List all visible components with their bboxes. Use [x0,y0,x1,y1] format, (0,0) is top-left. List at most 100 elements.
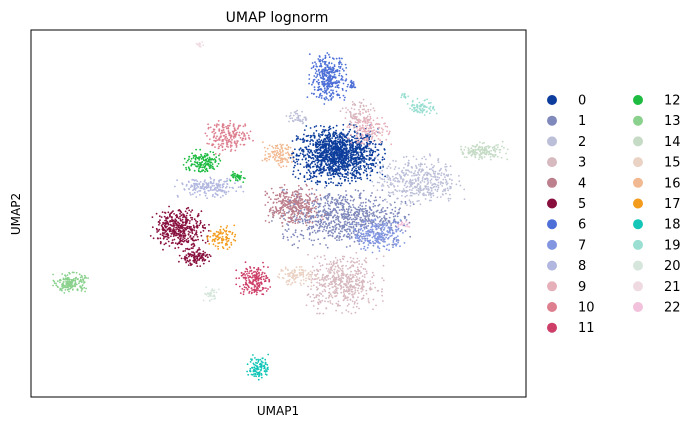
data-point [289,217,292,219]
data-point [357,171,360,174]
data-point [267,201,269,204]
data-point [287,220,290,223]
data-point [388,216,391,219]
data-point [336,82,338,84]
data-point [328,91,331,94]
data-point [425,166,428,169]
data-point [341,230,343,233]
data-point [415,167,418,170]
data-point [432,170,435,173]
data-point [342,94,345,97]
data-point [348,218,351,220]
data-point [368,287,371,290]
data-point [304,219,307,222]
data-point [325,155,328,158]
data-point [306,178,309,181]
data-point [306,219,309,222]
data-point [226,177,229,180]
data-point [359,119,362,122]
data-point [264,220,267,222]
data-point [349,86,351,88]
data-point [325,143,327,145]
data-point [370,167,372,170]
data-point [328,214,330,217]
data-point [368,233,370,236]
data-point [321,299,324,302]
data-point [349,274,352,277]
data-point [305,125,308,127]
data-point [343,164,346,167]
data-point [380,143,383,145]
data-point [372,211,375,214]
data-point [407,159,410,162]
data-point [322,58,324,61]
data-point [316,80,318,83]
data-point [402,156,405,159]
data-point [306,199,309,202]
data-point [316,159,319,162]
data-point [325,90,327,93]
data-point [387,165,390,168]
data-point [361,297,364,300]
data-point [346,210,349,213]
data-point [366,215,368,218]
data-point [380,227,383,229]
data-point [296,218,298,221]
data-point [351,124,353,126]
data-point [311,83,313,86]
data-point [167,240,170,243]
data-point [365,105,368,107]
data-point [357,168,360,170]
data-point [331,149,334,151]
data-point [288,120,290,123]
data-point [380,290,383,293]
data-point [424,186,427,189]
data-point [296,196,299,199]
data-point [326,151,329,154]
data-point [387,219,390,222]
data-point [329,162,332,165]
data-point [348,289,351,292]
data-point [342,286,345,288]
data-point [176,228,179,230]
data-point [381,169,384,172]
data-point [294,222,297,225]
data-point [334,265,337,268]
data-point [228,186,231,189]
data-point [342,218,345,221]
data-point [366,177,369,180]
data-point [355,282,357,285]
data-point [345,111,348,114]
data-point [338,270,340,273]
data-point [325,136,328,139]
data-point [307,163,309,166]
data-point [294,229,297,232]
data-point [185,256,188,259]
data-point [297,177,300,180]
data-point [347,209,350,211]
data-point [281,186,283,189]
data-point [210,186,213,189]
data-point [175,222,178,225]
data-point [286,211,288,214]
data-point [367,225,370,227]
data-point [315,63,317,65]
data-point [328,295,331,298]
data-point [400,203,402,205]
data-point [356,257,359,260]
data-point [396,213,399,215]
data-point [348,159,350,162]
data-point [330,200,333,203]
data-point [326,212,328,215]
data-point [293,166,295,169]
data-point [447,199,450,202]
data-point [372,219,375,222]
data-point [364,260,367,263]
data-point [367,300,370,302]
data-point [383,245,386,248]
data-point [382,279,385,282]
data-point [331,70,334,72]
data-point [333,156,336,159]
data-point [290,196,292,199]
data-point [318,73,321,76]
